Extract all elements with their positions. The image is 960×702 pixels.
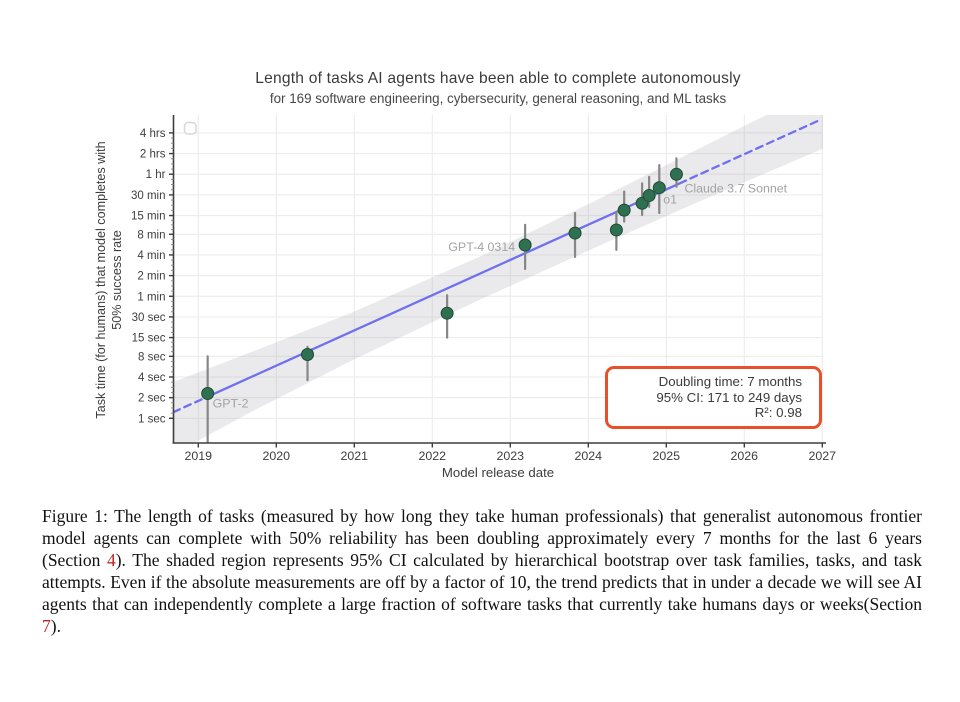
point-label: GPT-2 xyxy=(213,396,249,410)
caption-text: ). The shaded region represents 95% CI c… xyxy=(42,549,922,614)
figure-caption: Figure 1: The length of tasks (measured … xyxy=(42,506,922,637)
y-axis-label-line1: Task time (for humans) that model comple… xyxy=(94,141,108,419)
x-tick-label: 2023 xyxy=(497,449,525,463)
caption-text: Figure 1: The length of tasks (measured … xyxy=(42,506,922,570)
y-tick-label: 30 sec xyxy=(132,312,166,324)
y-tick-label: 15 min xyxy=(131,211,166,223)
point-label: Claude 3.7 Sonnet xyxy=(684,181,787,195)
y-tick-label: 4 min xyxy=(137,250,165,262)
data-point xyxy=(440,306,454,320)
y-tick-label: 1 hr xyxy=(146,169,166,181)
x-tick-label: 2027 xyxy=(809,449,837,463)
caption-text: ). xyxy=(50,615,61,636)
section-link[interactable]: 4 xyxy=(106,549,116,570)
annotation-doubling-time: Doubling time: 7 months xyxy=(658,374,802,390)
data-point xyxy=(652,181,666,195)
trend-line-dashed-left xyxy=(173,395,209,414)
y-tick-label: 15 sec xyxy=(132,333,166,345)
data-point xyxy=(617,203,631,217)
data-point xyxy=(518,238,532,252)
y-tick-label: 2 hrs xyxy=(140,149,166,161)
y-tick-label: 2 min xyxy=(137,271,165,283)
data-point xyxy=(201,386,215,400)
confidence-band xyxy=(173,115,823,443)
x-tick-label: 2024 xyxy=(575,449,603,463)
data-point xyxy=(568,226,582,240)
y-tick-label: 1 sec xyxy=(138,413,166,425)
y-tick-label: 1 min xyxy=(137,291,165,303)
doubling-time-annotation: Doubling time: 7 months 95% CI: 171 to 2… xyxy=(605,366,822,429)
data-point xyxy=(642,189,656,203)
x-tick-label: 2020 xyxy=(263,449,291,463)
y-tick-label: 4 sec xyxy=(138,372,166,384)
y-axis-label-line2: 50% success rate xyxy=(110,230,124,330)
x-tick-label: 2019 xyxy=(185,449,213,463)
y-axis-label: Task time (for humans) that model comple… xyxy=(93,110,127,450)
section-link[interactable]: 7 xyxy=(42,615,51,636)
x-tick-label: 2026 xyxy=(731,449,759,463)
data-point xyxy=(301,348,314,362)
y-tick-label: 30 min xyxy=(131,190,166,202)
trend-line-dashed-right xyxy=(678,118,822,185)
annotation-r-squared: R²: 0.98 xyxy=(754,405,802,421)
point-label: o1 xyxy=(663,193,677,207)
data-point xyxy=(669,167,683,181)
chart-plot: GPT-2 GPT-4 0314 o1 Claude 3.7 Sonnet 2019 20… xyxy=(131,115,837,463)
point-label: GPT-4 0314 xyxy=(448,240,515,254)
chart-title: Length of tasks AI agents have been able… xyxy=(255,70,741,87)
chart-subtitle: for 169 software engineering, cybersecur… xyxy=(269,91,727,106)
data-point xyxy=(609,223,623,237)
annotation-ci: 95% CI: 171 to 249 days xyxy=(656,389,802,405)
y-tick-label: 8 min xyxy=(137,229,165,241)
x-axis-label: Model release date xyxy=(441,465,555,480)
y-tick-label: 4 hrs xyxy=(140,128,166,140)
legend-checkbox xyxy=(183,121,197,135)
x-tick-label: 2025 xyxy=(653,449,681,463)
y-tick-label: 8 sec xyxy=(138,351,166,363)
x-tick-label: 2021 xyxy=(341,449,369,463)
y-tick-label: 2 sec xyxy=(138,393,166,405)
trend-line-solid xyxy=(206,182,681,398)
x-tick-label: 2022 xyxy=(419,449,447,463)
